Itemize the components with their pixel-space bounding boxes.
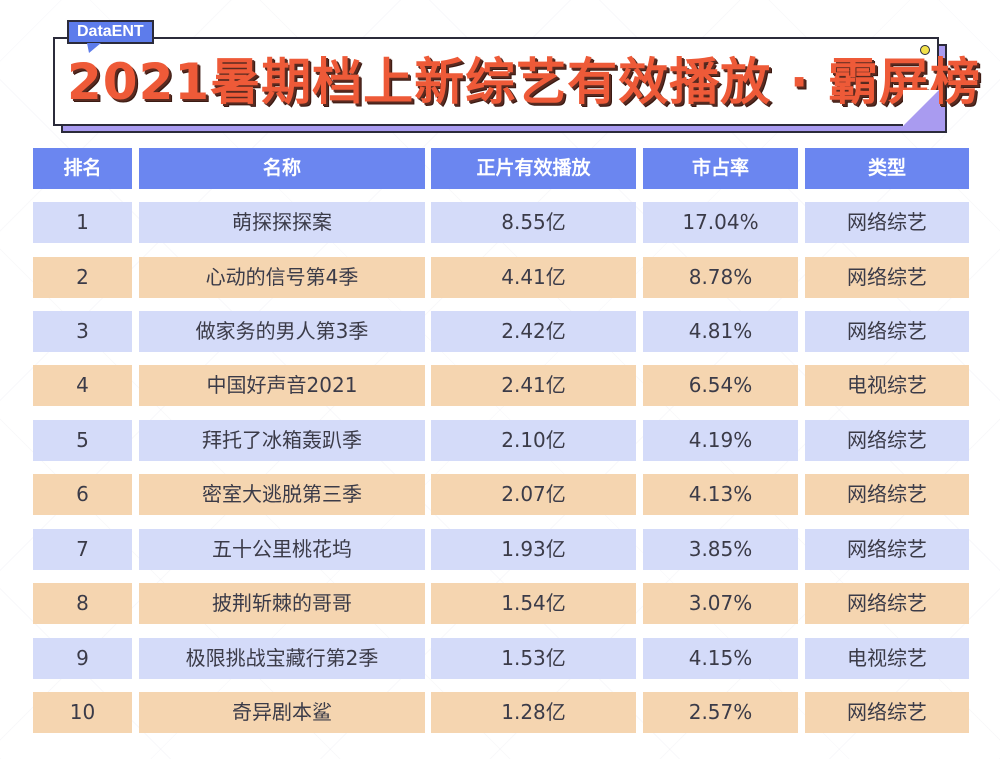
cell-name: 五十公里桃花坞 xyxy=(139,529,425,570)
table-row: 2 心动的信号第4季 4.41亿 8.78% 网络综艺 xyxy=(33,257,969,298)
header-name: 名称 xyxy=(139,148,425,189)
cell-name: 极限挑战宝藏行第2季 xyxy=(139,638,425,679)
cell-name: 做家务的男人第3季 xyxy=(139,311,425,352)
cell-type: 网络综艺 xyxy=(805,257,969,298)
cell-plays: 2.42亿 xyxy=(431,311,636,352)
cell-name: 奇异剧本鲨 xyxy=(139,692,425,733)
cell-rank: 10 xyxy=(33,692,132,733)
cell-name: 密室大逃脱第三季 xyxy=(139,474,425,515)
cell-type: 网络综艺 xyxy=(805,529,969,570)
table-row: 3 做家务的男人第3季 2.42亿 4.81% 网络综艺 xyxy=(33,311,969,352)
cell-type: 电视综艺 xyxy=(805,365,969,406)
page-title: 2021暑期档上新综艺有效播放 · 霸屏榜 xyxy=(67,53,981,111)
table-header-row: 排名 名称 正片有效播放 市占率 类型 xyxy=(33,148,969,189)
table-row: 10 奇异剧本鲨 1.28亿 2.57% 网络综艺 xyxy=(33,692,969,733)
table-row: 7 五十公里桃花坞 1.93亿 3.85% 网络综艺 xyxy=(33,529,969,570)
cell-plays: 2.07亿 xyxy=(431,474,636,515)
cell-type: 网络综艺 xyxy=(805,692,969,733)
table-row: 1 萌探探探案 8.55亿 17.04% 网络综艺 xyxy=(33,202,969,243)
cell-rank: 9 xyxy=(33,638,132,679)
page-fold-icon xyxy=(903,90,939,126)
cell-share: 6.54% xyxy=(643,365,798,406)
cell-name: 披荆斩棘的哥哥 xyxy=(139,583,425,624)
cell-name: 萌探探探案 xyxy=(139,202,425,243)
cell-share: 4.19% xyxy=(643,420,798,461)
table-row: 5 拜托了冰箱轰趴季 2.10亿 4.19% 网络综艺 xyxy=(33,420,969,461)
cell-rank: 4 xyxy=(33,365,132,406)
cell-type: 网络综艺 xyxy=(805,583,969,624)
cell-share: 17.04% xyxy=(643,202,798,243)
cell-rank: 3 xyxy=(33,311,132,352)
table-row: 6 密室大逃脱第三季 2.07亿 4.13% 网络综艺 xyxy=(33,474,969,515)
pin-dot-icon xyxy=(920,45,930,55)
cell-name: 拜托了冰箱轰趴季 xyxy=(139,420,425,461)
cell-share: 4.15% xyxy=(643,638,798,679)
table-row: 8 披荆斩棘的哥哥 1.54亿 3.07% 网络综艺 xyxy=(33,583,969,624)
cell-share: 3.07% xyxy=(643,583,798,624)
table-row: 9 极限挑战宝藏行第2季 1.53亿 4.15% 电视综艺 xyxy=(33,638,969,679)
cell-rank: 6 xyxy=(33,474,132,515)
title-banner: 2021暑期档上新综艺有效播放 · 霸屏榜 xyxy=(53,37,981,126)
cell-type: 网络综艺 xyxy=(805,474,969,515)
cell-share: 8.78% xyxy=(643,257,798,298)
cell-plays: 2.41亿 xyxy=(431,365,636,406)
cell-rank: 2 xyxy=(33,257,132,298)
cell-rank: 5 xyxy=(33,420,132,461)
header-plays: 正片有效播放 xyxy=(431,148,636,189)
cell-plays: 4.41亿 xyxy=(431,257,636,298)
cell-share: 2.57% xyxy=(643,692,798,733)
brand-tag: DataENT xyxy=(67,20,154,53)
header-rank: 排名 xyxy=(33,148,132,189)
cell-rank: 7 xyxy=(33,529,132,570)
cell-type: 网络综艺 xyxy=(805,311,969,352)
cell-plays: 1.54亿 xyxy=(431,583,636,624)
cell-plays: 1.93亿 xyxy=(431,529,636,570)
cell-share: 4.81% xyxy=(643,311,798,352)
cell-type: 电视综艺 xyxy=(805,638,969,679)
cell-plays: 1.28亿 xyxy=(431,692,636,733)
cell-type: 网络综艺 xyxy=(805,202,969,243)
cell-type: 网络综艺 xyxy=(805,420,969,461)
cell-rank: 8 xyxy=(33,583,132,624)
header-type: 类型 xyxy=(805,148,969,189)
cell-name: 心动的信号第4季 xyxy=(139,257,425,298)
cell-plays: 8.55亿 xyxy=(431,202,636,243)
cell-name: 中国好声音2021 xyxy=(139,365,425,406)
header-share: 市占率 xyxy=(643,148,798,189)
cell-plays: 2.10亿 xyxy=(431,420,636,461)
cell-share: 3.85% xyxy=(643,529,798,570)
cell-plays: 1.53亿 xyxy=(431,638,636,679)
cell-share: 4.13% xyxy=(643,474,798,515)
table-row: 4 中国好声音2021 2.41亿 6.54% 电视综艺 xyxy=(33,365,969,406)
cell-rank: 1 xyxy=(33,202,132,243)
